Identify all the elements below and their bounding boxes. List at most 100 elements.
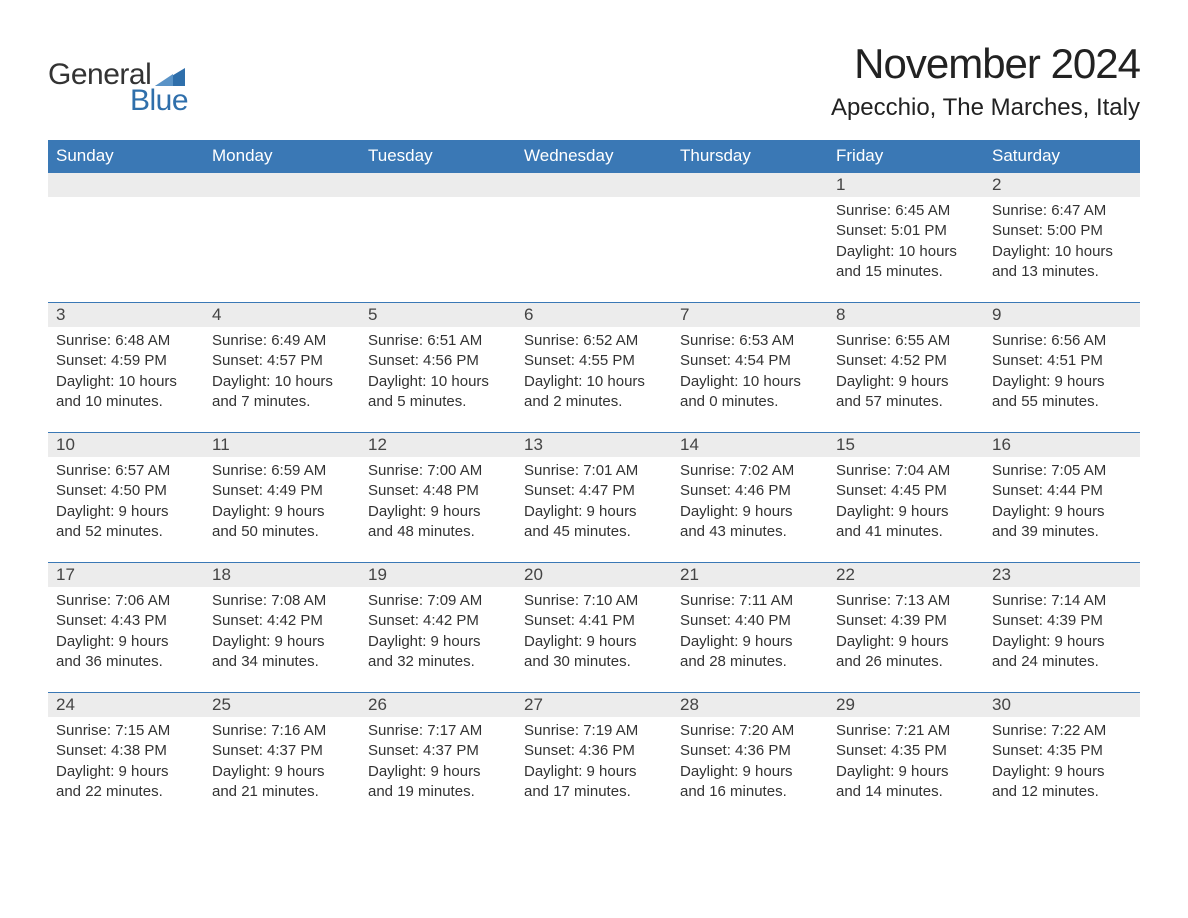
calendar-cell: 18Sunrise: 7:08 AMSunset: 4:42 PMDayligh… [204,563,360,693]
day-details: Sunrise: 7:09 AMSunset: 4:42 PMDaylight:… [360,587,516,678]
day-details: Sunrise: 7:22 AMSunset: 4:35 PMDaylight:… [984,717,1140,808]
day-number: 16 [984,433,1140,457]
sunrise-line: Sunrise: 7:13 AM [836,591,976,611]
sunrise-line: Sunrise: 6:59 AM [212,461,352,481]
sunrise-line: Sunrise: 6:53 AM [680,331,820,351]
calendar-cell: 23Sunrise: 7:14 AMSunset: 4:39 PMDayligh… [984,563,1140,693]
day-number: 23 [984,563,1140,587]
day-number [48,173,204,197]
day-number: 25 [204,693,360,717]
calendar-cell [516,173,672,303]
daylight-line-1: Daylight: 9 hours [836,762,976,782]
daylight-line-2: and 21 minutes. [212,782,352,802]
day-number: 4 [204,303,360,327]
daylight-line-1: Daylight: 9 hours [524,632,664,652]
calendar-cell: 24Sunrise: 7:15 AMSunset: 4:38 PMDayligh… [48,693,204,823]
calendar-week-row: 1Sunrise: 6:45 AMSunset: 5:01 PMDaylight… [48,173,1140,303]
calendar-cell: 28Sunrise: 7:20 AMSunset: 4:36 PMDayligh… [672,693,828,823]
day-details: Sunrise: 7:08 AMSunset: 4:42 PMDaylight:… [204,587,360,678]
daylight-line-1: Daylight: 9 hours [56,502,196,522]
day-details: Sunrise: 6:53 AMSunset: 4:54 PMDaylight:… [672,327,828,418]
sunrise-line: Sunrise: 7:01 AM [524,461,664,481]
day-details: Sunrise: 7:13 AMSunset: 4:39 PMDaylight:… [828,587,984,678]
sunrise-line: Sunrise: 7:22 AM [992,721,1132,741]
day-details: Sunrise: 7:06 AMSunset: 4:43 PMDaylight:… [48,587,204,678]
daylight-line-2: and 10 minutes. [56,392,196,412]
day-number: 6 [516,303,672,327]
daylight-line-2: and 57 minutes. [836,392,976,412]
sunrise-line: Sunrise: 7:09 AM [368,591,508,611]
calendar-table: Sunday Monday Tuesday Wednesday Thursday… [48,140,1140,823]
day-details: Sunrise: 6:57 AMSunset: 4:50 PMDaylight:… [48,457,204,548]
sunrise-line: Sunrise: 6:51 AM [368,331,508,351]
day-number: 29 [828,693,984,717]
day-details: Sunrise: 7:05 AMSunset: 4:44 PMDaylight:… [984,457,1140,548]
day-details: Sunrise: 7:17 AMSunset: 4:37 PMDaylight:… [360,717,516,808]
sunset-line: Sunset: 4:51 PM [992,351,1132,371]
sunset-line: Sunset: 4:35 PM [836,741,976,761]
col-saturday: Saturday [984,140,1140,173]
day-number: 11 [204,433,360,457]
day-number: 21 [672,563,828,587]
calendar-cell: 26Sunrise: 7:17 AMSunset: 4:37 PMDayligh… [360,693,516,823]
daylight-line-1: Daylight: 9 hours [56,762,196,782]
daylight-line-2: and 19 minutes. [368,782,508,802]
daylight-line-1: Daylight: 10 hours [836,242,976,262]
day-details: Sunrise: 6:49 AMSunset: 4:57 PMDaylight:… [204,327,360,418]
day-details: Sunrise: 7:00 AMSunset: 4:48 PMDaylight:… [360,457,516,548]
daylight-line-2: and 28 minutes. [680,652,820,672]
sunset-line: Sunset: 4:44 PM [992,481,1132,501]
sunset-line: Sunset: 4:39 PM [836,611,976,631]
sunrise-line: Sunrise: 6:56 AM [992,331,1132,351]
daylight-line-2: and 17 minutes. [524,782,664,802]
calendar-cell: 7Sunrise: 6:53 AMSunset: 4:54 PMDaylight… [672,303,828,433]
sunrise-line: Sunrise: 7:00 AM [368,461,508,481]
col-thursday: Thursday [672,140,828,173]
calendar-cell [360,173,516,303]
sunset-line: Sunset: 4:35 PM [992,741,1132,761]
day-number: 28 [672,693,828,717]
daylight-line-1: Daylight: 10 hours [680,372,820,392]
daylight-line-1: Daylight: 9 hours [836,502,976,522]
sunset-line: Sunset: 4:36 PM [680,741,820,761]
day-details: Sunrise: 7:20 AMSunset: 4:36 PMDaylight:… [672,717,828,808]
sunrise-line: Sunrise: 6:45 AM [836,201,976,221]
month-title: November 2024 [831,40,1140,88]
sunset-line: Sunset: 4:39 PM [992,611,1132,631]
calendar-cell: 6Sunrise: 6:52 AMSunset: 4:55 PMDaylight… [516,303,672,433]
daylight-line-2: and 52 minutes. [56,522,196,542]
day-details: Sunrise: 6:56 AMSunset: 4:51 PMDaylight:… [984,327,1140,418]
daylight-line-1: Daylight: 9 hours [212,632,352,652]
sunrise-line: Sunrise: 7:06 AM [56,591,196,611]
daylight-line-1: Daylight: 9 hours [212,502,352,522]
sunset-line: Sunset: 4:45 PM [836,481,976,501]
calendar-cell: 29Sunrise: 7:21 AMSunset: 4:35 PMDayligh… [828,693,984,823]
sunrise-line: Sunrise: 6:52 AM [524,331,664,351]
daylight-line-2: and 45 minutes. [524,522,664,542]
calendar-cell: 4Sunrise: 6:49 AMSunset: 4:57 PMDaylight… [204,303,360,433]
day-details: Sunrise: 7:02 AMSunset: 4:46 PMDaylight:… [672,457,828,548]
day-number: 22 [828,563,984,587]
day-number: 18 [204,563,360,587]
sunset-line: Sunset: 4:48 PM [368,481,508,501]
sunset-line: Sunset: 4:37 PM [212,741,352,761]
daylight-line-2: and 0 minutes. [680,392,820,412]
daylight-line-2: and 48 minutes. [368,522,508,542]
sunset-line: Sunset: 4:56 PM [368,351,508,371]
sunset-line: Sunset: 4:52 PM [836,351,976,371]
day-details: Sunrise: 6:52 AMSunset: 4:55 PMDaylight:… [516,327,672,418]
calendar-week-row: 10Sunrise: 6:57 AMSunset: 4:50 PMDayligh… [48,433,1140,563]
sunrise-line: Sunrise: 7:05 AM [992,461,1132,481]
daylight-line-2: and 50 minutes. [212,522,352,542]
calendar-cell: 13Sunrise: 7:01 AMSunset: 4:47 PMDayligh… [516,433,672,563]
calendar-week-row: 3Sunrise: 6:48 AMSunset: 4:59 PMDaylight… [48,303,1140,433]
sunset-line: Sunset: 5:00 PM [992,221,1132,241]
col-sunday: Sunday [48,140,204,173]
daylight-line-1: Daylight: 9 hours [368,502,508,522]
day-details: Sunrise: 7:15 AMSunset: 4:38 PMDaylight:… [48,717,204,808]
daylight-line-1: Daylight: 9 hours [680,762,820,782]
calendar-cell: 22Sunrise: 7:13 AMSunset: 4:39 PMDayligh… [828,563,984,693]
sunset-line: Sunset: 5:01 PM [836,221,976,241]
day-details: Sunrise: 7:21 AMSunset: 4:35 PMDaylight:… [828,717,984,808]
calendar-page: General Blue November 2024 Apecchio, The… [0,0,1188,853]
